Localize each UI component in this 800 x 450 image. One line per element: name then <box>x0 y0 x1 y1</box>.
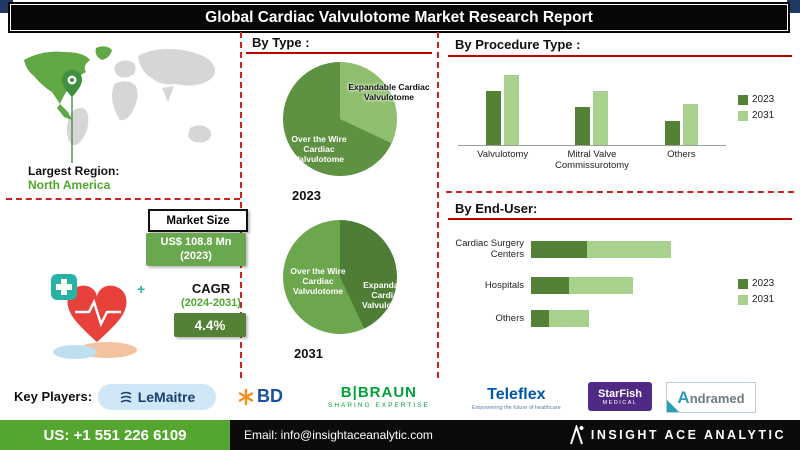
enduser-legend: 2023 2031 <box>738 278 774 305</box>
lemaitre-wave-icon <box>120 391 132 403</box>
cagr-value: 4.4% <box>174 313 246 337</box>
category-mitral-valve: Mitral Valve Commissurotomy <box>555 149 629 172</box>
pie-2023-label-expandable: Expandable Cardiac Valvulotome <box>348 82 430 103</box>
corner-decoration-left <box>0 0 13 13</box>
enduser-bar-others <box>531 309 589 327</box>
legend-entry-2023: 2023 <box>738 94 774 105</box>
procedure-category-labels: Valvulotomy Mitral Valve Commissurotomy … <box>458 149 726 172</box>
largest-region-value: North America <box>28 178 111 192</box>
pie-2031-year: 2031 <box>294 346 323 361</box>
section-title-by-enduser: By End-User: <box>455 201 538 216</box>
map-pin-icon <box>62 70 82 163</box>
heart-care-icon: + <box>51 274 145 359</box>
footer-brand: INSIGHT ACE ANALYTIC <box>569 425 786 445</box>
pie-2023-year: 2023 <box>292 188 321 203</box>
pie-chart-by-type-2023 <box>283 62 397 176</box>
enduser-bar-cardiac-surgery-centers <box>531 240 671 258</box>
enduser-bar-chart: Cardiac Surgery Centers Hospitals Others <box>448 238 748 343</box>
key-players-label: Key Players: <box>14 389 93 404</box>
title-bar: Global Cardiac Valvulotome Market Resear… <box>10 4 788 31</box>
pie-2031-label-over-the-wire: Over the Wire Cardiac Valvulotome <box>290 266 346 297</box>
legend-entry-2031: 2031 <box>738 294 774 305</box>
logo-teleflex: Teleflex Empowering the future of health… <box>472 386 561 411</box>
by-procedure-underline <box>448 55 792 57</box>
enduser-bar-hospitals <box>531 276 633 294</box>
world-map <box>24 46 215 163</box>
divider-vertical-1 <box>240 32 242 378</box>
category-valvulotomy: Valvulotomy <box>477 149 529 160</box>
logo-andramed: Andramed <box>666 382 756 413</box>
procedure-legend: 2023 2031 <box>738 94 774 121</box>
svg-text:+: + <box>137 281 145 297</box>
bd-flower-icon <box>238 388 254 405</box>
footer-phone: US: +1 551 226 6109 <box>0 420 230 450</box>
largest-region-label: Largest Region: <box>28 164 120 178</box>
enduser-row-others: Others <box>448 309 748 327</box>
cagr-label: CAGR <box>191 281 231 296</box>
logo-bd: BD <box>238 386 283 407</box>
market-size-label: Market Size <box>148 209 248 232</box>
legend-entry-2023: 2023 <box>738 278 774 289</box>
market-size-value: US$ 108.8 Mn (2023) <box>146 233 246 266</box>
medical-cross-icon <box>51 274 77 300</box>
divider-left-horizontal <box>6 198 240 200</box>
category-others: Others <box>667 149 696 160</box>
divider-right-horizontal <box>446 191 794 193</box>
logo-lemaitre: LeMaitre <box>98 384 216 410</box>
legend-swatch-2023 <box>738 278 748 289</box>
procedure-bar-chart <box>458 68 726 146</box>
bar-group-mitral-valve <box>547 68 636 145</box>
logo-starfish-medical: StarFish MEDICAL <box>588 382 652 411</box>
legend-swatch-2023 <box>738 94 748 105</box>
by-type-underline <box>246 52 432 54</box>
footer-email: Email: info@insightaceanalytic.com <box>244 428 433 442</box>
enduser-row-hospitals: Hospitals <box>448 276 748 294</box>
by-enduser-underline <box>448 218 792 220</box>
section-title-by-type: By Type : <box>252 35 310 50</box>
pie-2031-label-expandable: Expandable Cardiac Valvulotome <box>361 280 413 311</box>
bar-group-valvulotomy <box>458 68 547 145</box>
legend-swatch-2031 <box>738 294 748 305</box>
legend-swatch-2031 <box>738 110 748 121</box>
corner-decoration-right <box>787 0 800 13</box>
logo-bbraun: B|BRAUN SHARING EXPERTISE <box>328 384 430 409</box>
divider-vertical-2 <box>437 32 439 378</box>
pie-2023-label-over-the-wire: Over the Wire Cardiac Valvulotome <box>291 134 347 165</box>
page-title: Global Cardiac Valvulotome Market Resear… <box>205 8 593 26</box>
largest-region-block: Largest Region: North America <box>28 164 119 192</box>
cagr-period: (2024-2031) <box>181 297 241 309</box>
footer-bar: Email: info@insightaceanalytic.com INSIG… <box>230 420 800 450</box>
andramed-accent-triangle <box>667 400 679 412</box>
enduser-row-cardiac-surgery-centers: Cardiac Surgery Centers <box>448 238 748 261</box>
section-title-by-procedure: By Procedure Type : <box>455 37 581 52</box>
pie-chart-by-type-2031 <box>283 220 397 334</box>
brand-a-icon <box>569 425 584 445</box>
bar-group-others <box>637 68 726 145</box>
legend-entry-2031: 2031 <box>738 110 774 121</box>
